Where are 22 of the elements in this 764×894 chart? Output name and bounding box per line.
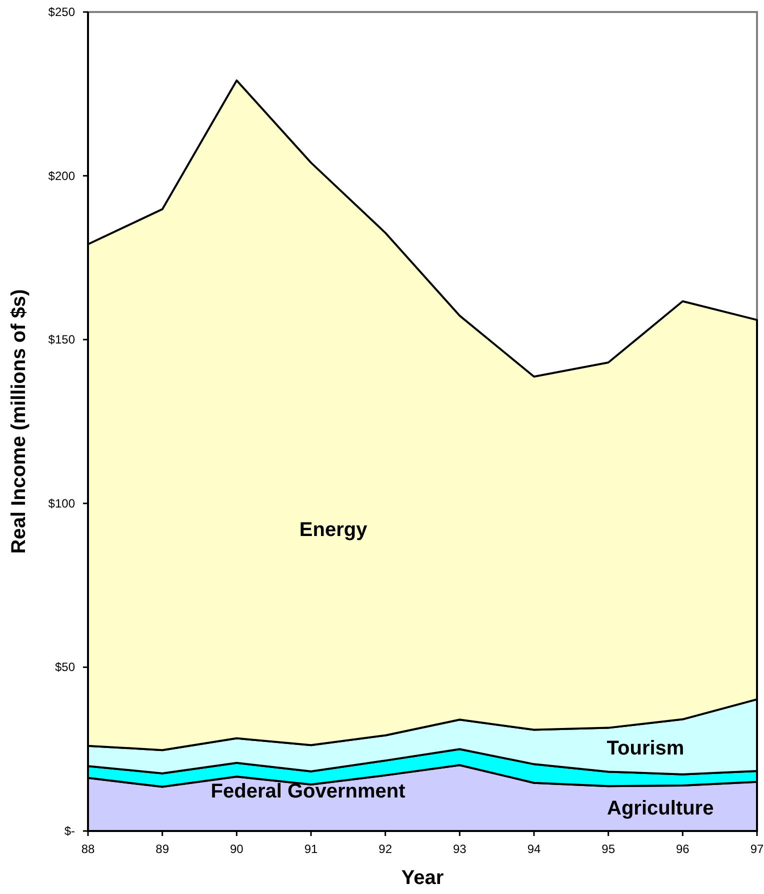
- x-tick-label: 92: [378, 842, 392, 856]
- x-tick-label: 91: [304, 842, 318, 856]
- series-label: Federal Government: [210, 780, 406, 802]
- series-label: Energy: [299, 518, 368, 541]
- x-tick-label: 88: [81, 842, 95, 856]
- y-tick-label: $50: [54, 660, 76, 674]
- y-tick-label: $150: [48, 332, 76, 347]
- x-tick-label: 90: [230, 842, 244, 856]
- x-axis-title: Year: [401, 867, 444, 889]
- x-tick-label: 97: [750, 842, 764, 856]
- y-axis-title: Real Income (millions of $s): [8, 289, 30, 554]
- y-tick-label: $-: [64, 824, 75, 838]
- x-tick-label: 89: [156, 842, 170, 856]
- x-tick-label: 94: [527, 842, 541, 856]
- y-tick-label: $100: [48, 496, 76, 510]
- x-tick-label: 95: [602, 842, 616, 856]
- x-tick-label: 93: [452, 842, 467, 856]
- series-label: Agriculture: [607, 797, 714, 820]
- series-label: Tourism: [606, 737, 684, 760]
- x-tick-label: 96: [676, 842, 690, 856]
- y-tick-label: $200: [48, 168, 76, 183]
- y-tick-label: $250: [48, 5, 76, 19]
